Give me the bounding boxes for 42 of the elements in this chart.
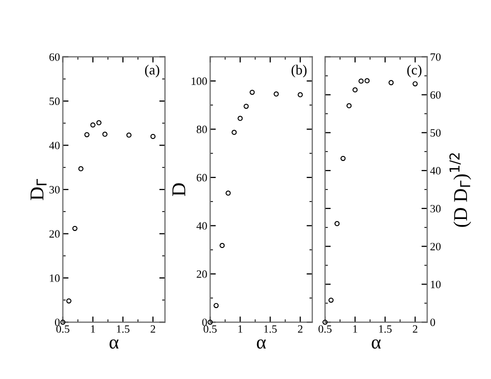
y2-tick-label: 70 bbox=[430, 53, 441, 61]
y2-tick-label: 10 bbox=[430, 280, 441, 288]
annotation: (a) bbox=[145, 64, 160, 78]
x-axis-title: α bbox=[110, 339, 119, 349]
y2-tick-label: 30 bbox=[430, 204, 441, 212]
x-tick-label: 2 bbox=[298, 325, 302, 333]
y2-axis-title: (D D$_{Γ}$)$^{1/2}$ bbox=[449, 153, 472, 227]
y-tick-label: 30 bbox=[49, 186, 60, 194]
x-tick-label: 1.5 bbox=[264, 325, 277, 333]
x-tick-label: 0.5 bbox=[56, 325, 70, 333]
x-tick-label: 2 bbox=[412, 325, 418, 333]
x-axis-title: α bbox=[256, 339, 266, 349]
annotation: (b) bbox=[292, 64, 307, 78]
x-tick-label: 0.5 bbox=[204, 325, 217, 333]
x-tick-label: 1 bbox=[238, 325, 242, 333]
y2-tick-label: 40 bbox=[430, 167, 441, 175]
y-tick-label: 100 bbox=[192, 77, 207, 85]
y2-tick-label: 20 bbox=[430, 242, 441, 250]
y-tick-label: 0 bbox=[202, 318, 207, 326]
x-tick-label: 1.5 bbox=[379, 325, 392, 333]
y-tick-label: 20 bbox=[49, 230, 60, 238]
y-tick-label: 40 bbox=[196, 222, 207, 230]
y2-tick-label: 0 bbox=[430, 318, 436, 326]
y-tick-label: 20 bbox=[196, 270, 207, 278]
y-axis-title: D bbox=[172, 183, 186, 196]
annotation: (c) bbox=[407, 64, 422, 78]
x-tick-label: 1 bbox=[91, 325, 95, 333]
x-tick-label: 0.5 bbox=[318, 325, 332, 333]
x-tick-label: 1 bbox=[353, 325, 358, 333]
y-axis-title: D$_{Γ}$ bbox=[30, 178, 47, 200]
y2-tick-label: 60 bbox=[430, 91, 441, 99]
x-axis-title: α bbox=[372, 339, 381, 349]
y-tick-label: 10 bbox=[50, 274, 60, 282]
x-tick-label: 1.5 bbox=[116, 325, 130, 333]
y-tick-label: 40 bbox=[49, 142, 60, 150]
y-tick-label: 80 bbox=[196, 126, 207, 134]
y-tick-label: 50 bbox=[50, 98, 60, 106]
x-tick-label: 2 bbox=[150, 325, 156, 333]
y-tick-label: 60 bbox=[49, 53, 60, 61]
y-tick-label: 60 bbox=[196, 174, 207, 182]
y-tick-label: 0 bbox=[54, 318, 60, 326]
y2-tick-label: 50 bbox=[430, 129, 441, 137]
